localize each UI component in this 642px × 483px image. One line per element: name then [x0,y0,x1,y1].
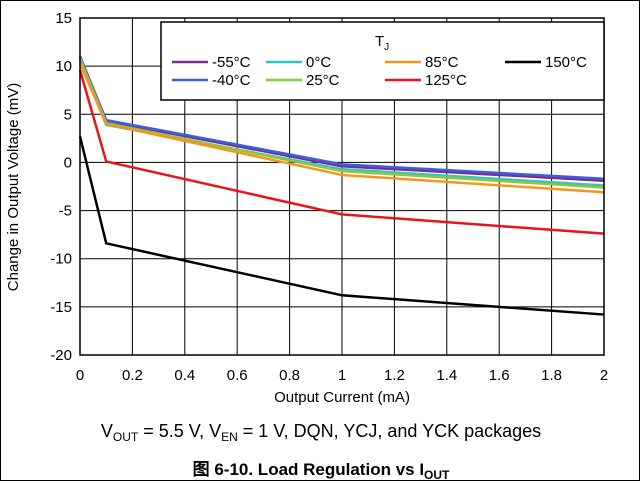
vout-subscript: OUT [112,430,139,444]
legend-label: 25°C [306,72,340,89]
legend-label: -40°C [212,72,251,89]
y-tick-label: -5 [59,203,72,220]
legend-label: -55°C [212,54,251,71]
plot-area [79,17,605,356]
legend-label: 125°C [425,72,467,89]
load-regulation-chart: 0 0.2 0.4 0.6 0.8 1 1.2 1.4 1.6 1.8 2 15 10 5 0 -5 -10 -1… [5,10,608,406]
legend-title-sub: J [384,42,389,53]
series-line [78,136,605,316]
vout-value: = 5.5 V, [138,421,210,441]
tick-labels: 0 0.2 0.4 0.6 0.8 1 1.2 1.4 1.6 1.8 2 15 10 5 0 -5 -10 -1… [50,10,608,384]
vout-symbol: V [100,421,113,441]
x-tick-label: 0.4 [174,367,195,384]
x-tick-label: 0.6 [227,367,248,384]
ven-symbol: V [209,421,222,441]
legend-label: 0°C [306,54,331,71]
y-tick-label: 0 [64,154,72,171]
x-tick-label: 1.4 [436,367,457,384]
x-tick-label: 1.2 [384,367,405,384]
figure-title-text: 图 6-10. Load Regulation vs I [192,460,425,479]
x-tick-label: 0 [76,367,84,384]
figure-title: 图 6-10. Load Regulation vs IOUT [0,455,642,482]
x-tick-label: 2 [600,367,608,384]
y-axis-label: Change in Output Voltage (mV) [5,83,22,291]
y-tick-label: -20 [50,347,72,364]
figure-title-subscript: OUT [424,468,450,482]
x-tick-label: 1.8 [541,367,562,384]
legend-title: TJ [375,33,389,53]
x-tick-label: 0.8 [279,367,300,384]
x-axis-label: Output Current (mA) [274,389,410,406]
y-tick-label: 10 [55,58,72,75]
legend-label: 85°C [425,54,459,71]
ven-subscript: EN [221,430,238,444]
series-line [78,62,605,194]
legend-label: 150°C [545,54,587,71]
y-tick-label: -10 [50,251,72,268]
test-conditions-caption: VOUT = 5.5 V, VEN = 1 V, DQN, YCJ, and Y… [0,421,642,444]
series-lines [78,56,605,316]
ven-value: = 1 V, DQN, YCJ, and YCK packages [237,421,542,441]
legend-title-main: T [375,33,384,50]
y-tick-label: 5 [64,106,72,123]
series-line [78,69,605,235]
x-tick-label: 1 [338,367,346,384]
y-tick-label: -15 [50,299,72,316]
x-tick-label: 1.6 [489,367,510,384]
x-tick-label: 0.2 [122,367,143,384]
y-tick-label: 15 [55,10,72,27]
